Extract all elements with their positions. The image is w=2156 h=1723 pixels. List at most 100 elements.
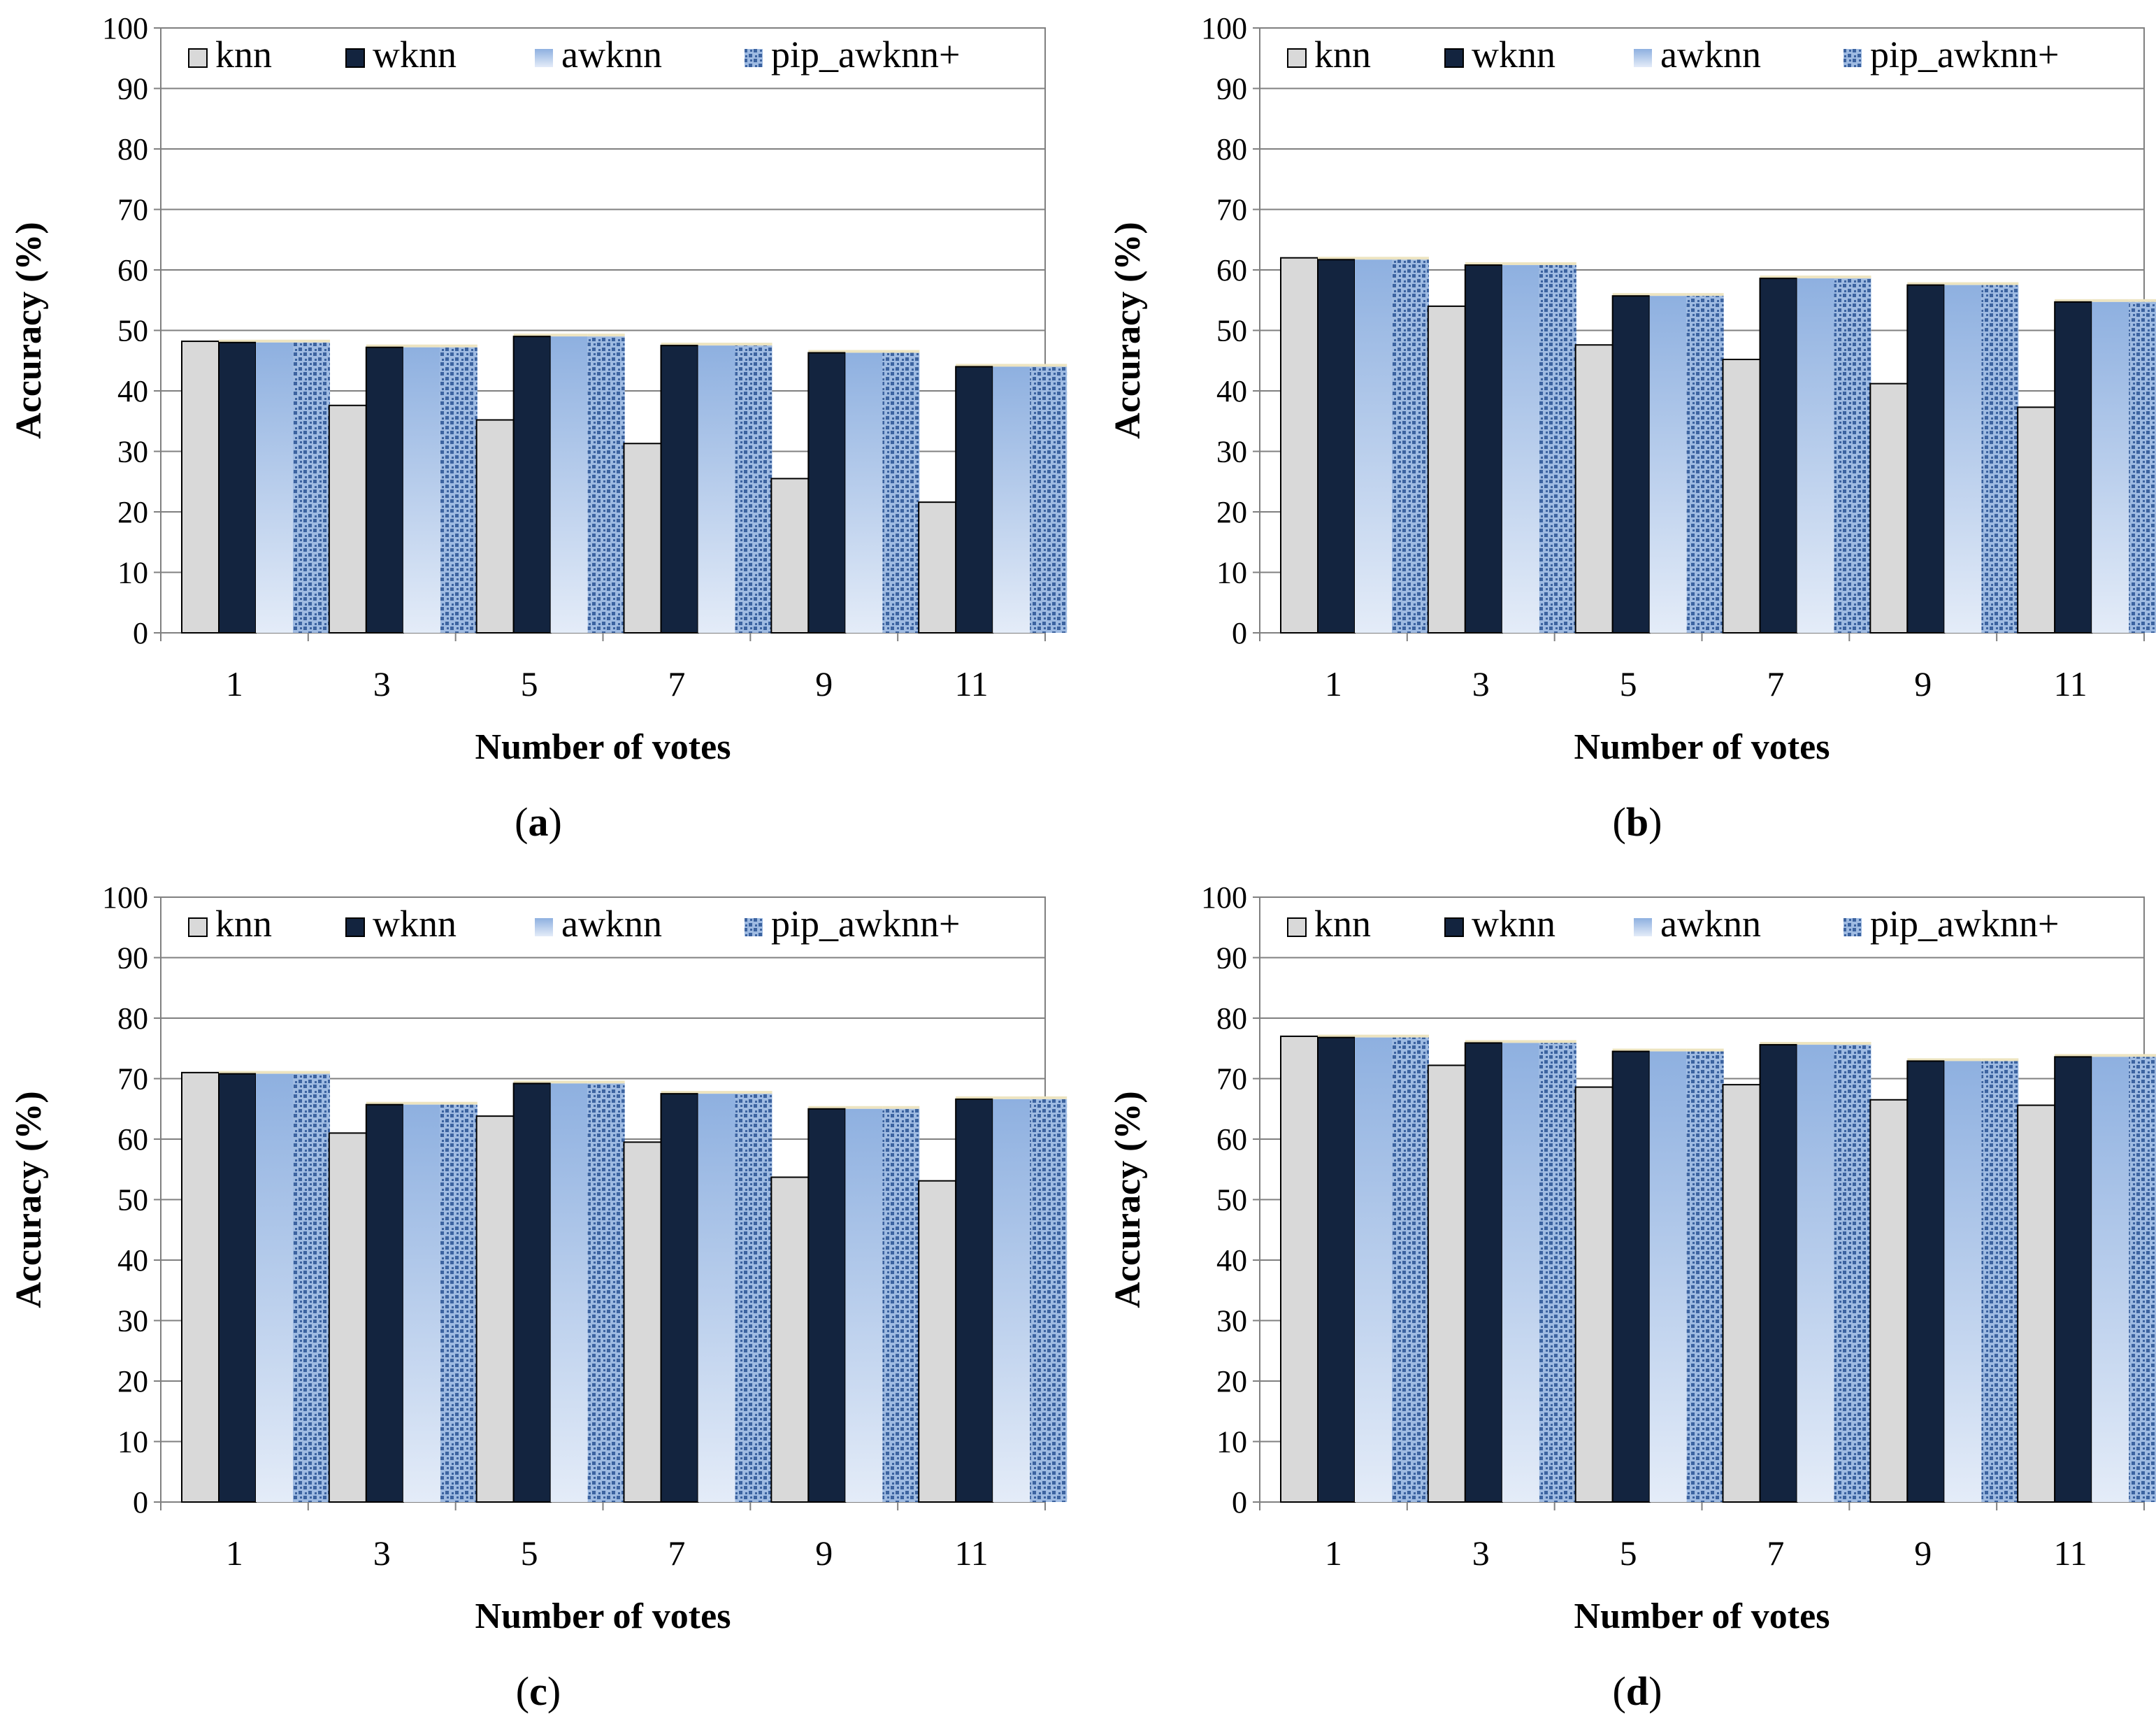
bar-knn-11 [2017,1104,2056,1503]
bar-cap [1539,1040,1576,1043]
bar-cap [1686,1048,1724,1052]
bar-knn-7 [1722,359,1761,634]
bar-knn-5 [1574,1086,1614,1503]
panel-label: (d) [1613,1668,1662,1714]
bar-awknn-7 [1797,1045,1834,1502]
bar-pip_awknn+-11 [2129,1057,2156,1502]
x-tick-label: 1 [226,1533,243,1573]
bar-knn-9 [770,1176,810,1503]
bar-awknn-7 [1797,278,1834,633]
y-tick-label: 100 [1201,880,1247,915]
legend-swatch-knn [188,48,208,68]
bar-wknn-11 [955,1098,994,1503]
bar-knn-5 [1574,344,1614,634]
bar-cap [1649,293,1687,296]
y-tick-label: 80 [1216,132,1247,166]
bar-cap [808,350,846,353]
legend-swatch-pip_awknn+ [1844,918,1862,936]
bar-awknn-11 [993,366,1030,633]
bar-wknn-11 [2054,1056,2093,1503]
bar-knn-7 [623,443,662,634]
bar-cap [882,350,920,353]
legend-label-awknn: awknn [1660,34,1761,76]
x-tick-label: 9 [1914,1533,1932,1573]
bar-knn-3 [1427,1064,1466,1503]
bar-cap [1318,1034,1355,1038]
bar-cap [845,1106,883,1109]
bar-cap [698,1091,735,1094]
bar-knn-11 [918,501,957,634]
bar-cap [513,334,551,337]
legend-label-awknn: awknn [561,903,662,945]
bar-cap [1686,293,1724,296]
bar-cap [1355,257,1392,260]
bar-pip_awknn+-1 [1392,1037,1429,1502]
bar-cap [440,1101,477,1105]
y-tick-label: 70 [1216,193,1247,227]
legend-label-pip_awknn+: pip_awknn+ [1870,34,2059,76]
x-tick-label: 9 [815,1533,833,1573]
bar-awknn-7 [698,1094,735,1502]
legend-swatch-awknn [1634,49,1652,67]
legend-label-wknn: wknn [1472,34,1555,76]
bar-awknn-5 [1649,296,1687,633]
bar-cap [1981,1058,2019,1061]
x-axis-title: Number of votes [475,727,731,767]
bar-cap [550,1080,588,1084]
bar-pip_awknn+-5 [1686,296,1724,633]
bar-cap [256,339,293,343]
bar-awknn-5 [550,336,588,633]
bar-wknn-5 [1611,1050,1651,1503]
y-tick-label: 30 [117,435,148,469]
legend: knn wknn awknn pip_awknn+ [1287,903,2059,945]
bar-pip_awknn+-5 [587,1083,625,1502]
x-tick-label: 5 [1620,664,1637,703]
y-tick-label: 20 [1216,1364,1247,1399]
bar-cap [256,1071,293,1074]
y-tick-label: 40 [1216,374,1247,408]
y-tick-label: 100 [102,880,148,915]
bar-cap [1649,1048,1687,1052]
bar-awknn-11 [2092,301,2129,633]
y-tick-label: 90 [117,941,148,975]
bar-cap [2055,299,2092,302]
bar-pip_awknn+-3 [1539,1043,1576,1502]
bar-cap [366,344,403,348]
bar-awknn-1 [1355,259,1392,633]
bar-wknn-11 [955,366,994,634]
legend-swatch-awknn [535,918,553,936]
legend-swatch-awknn [1634,918,1652,936]
y-tick-label: 0 [1232,616,1247,650]
bar-knn-1 [1280,257,1318,634]
bar-pip_awknn+-11 [2129,301,2156,633]
panel-label: (a) [515,799,562,845]
legend-swatch-knn [1287,917,1307,937]
bar-wknn-1 [218,1073,257,1503]
bar-cap [1465,262,1502,266]
y-tick-label: 100 [1201,11,1247,45]
bar-cap [219,1071,256,1074]
x-tick-label: 1 [1325,664,1342,703]
bar-pip_awknn+-3 [1539,265,1576,634]
bar-wknn-1 [218,341,257,634]
bar-pip_awknn+-1 [1392,259,1429,633]
bar-awknn-9 [845,1108,883,1502]
bar-cap [735,1091,772,1094]
bar-cap [735,343,772,346]
bar-cap [1392,257,1429,260]
bar-knn-1 [181,341,220,634]
bar-wknn-7 [660,345,699,634]
y-axis-title: Accuracy (%) [9,1091,49,1308]
legend-label-knn: knn [215,903,272,945]
bar-wknn-9 [807,1108,847,1503]
bar-cap [1612,1048,1650,1052]
legend: knn wknn awknn pip_awknn+ [188,903,960,945]
y-tick-label: 10 [117,1425,148,1459]
bar-knn-1 [1280,1035,1318,1503]
bar-cap [2129,299,2156,302]
y-tick-label: 40 [117,374,148,408]
y-tick-label: 20 [1216,495,1247,529]
bar-knn-3 [1427,305,1466,634]
bar-cap [2092,1054,2129,1057]
